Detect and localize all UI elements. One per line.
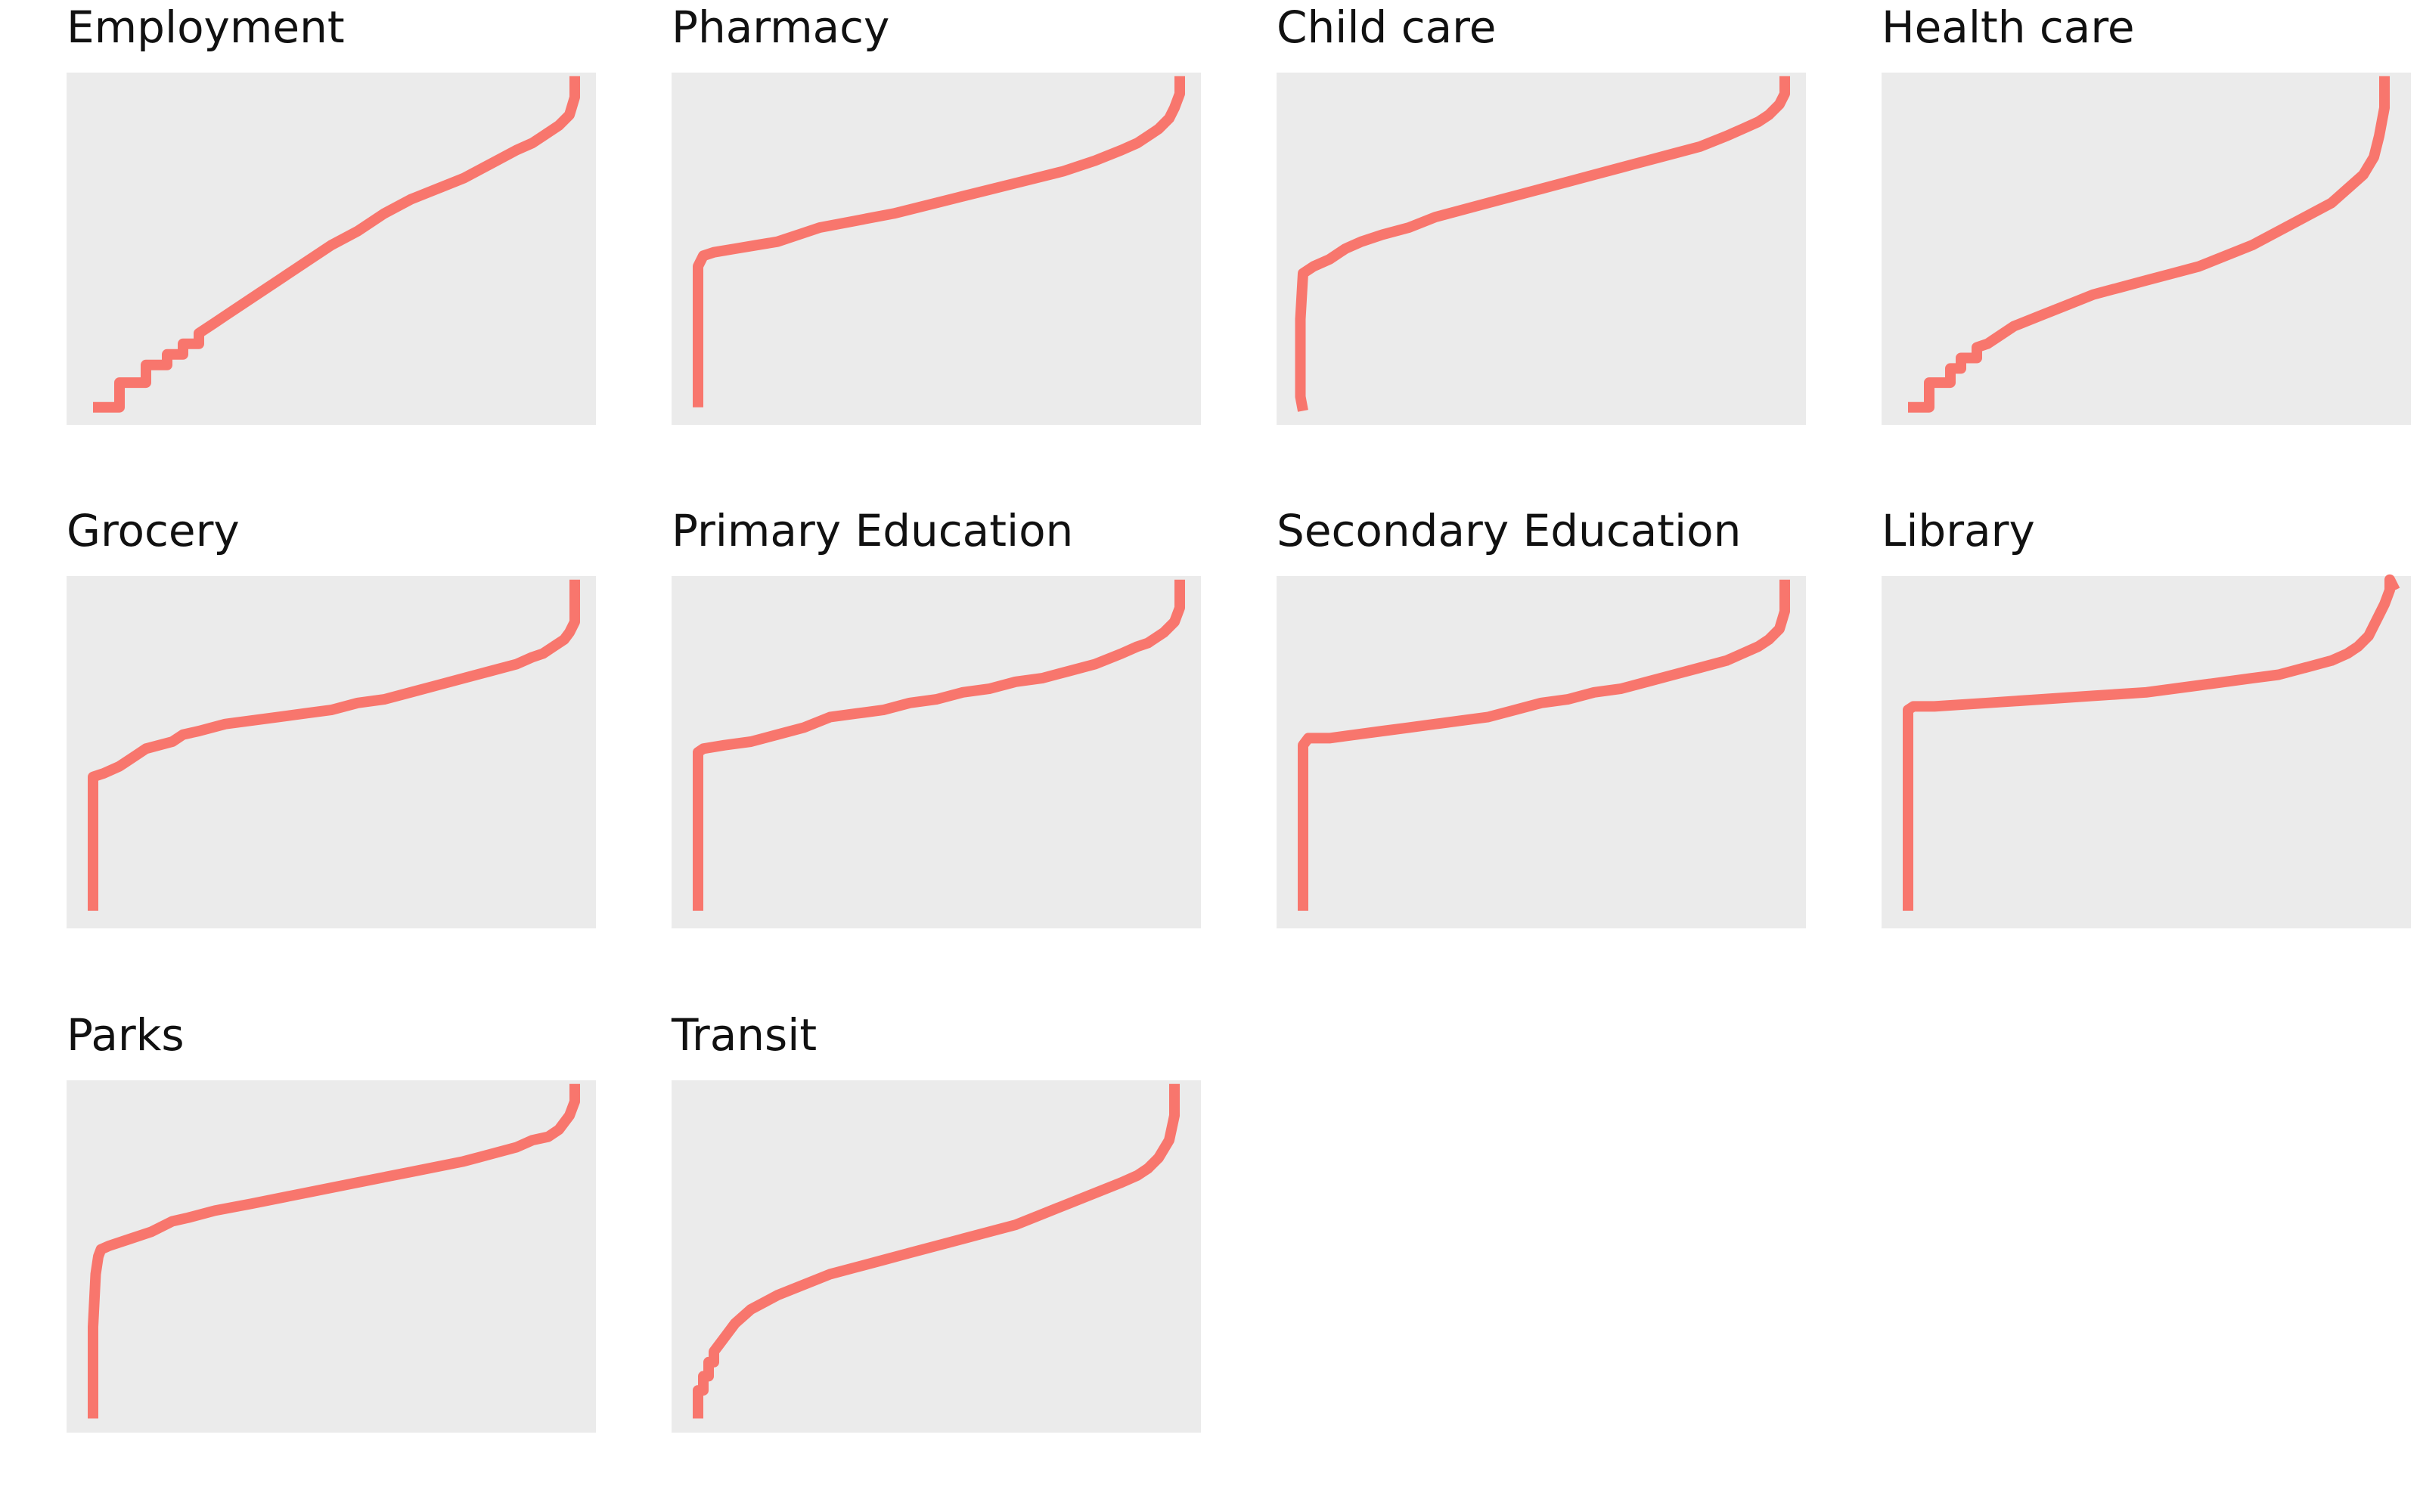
chart-panel: Grocery bbox=[67, 503, 596, 928]
plot-area bbox=[672, 576, 1201, 928]
panel-title: Parks bbox=[67, 1009, 185, 1061]
series-line bbox=[93, 76, 580, 413]
series-line bbox=[693, 1083, 1180, 1419]
series-line bbox=[1295, 76, 1790, 412]
plot-area bbox=[1277, 576, 1806, 928]
panel-title: Grocery bbox=[67, 505, 240, 556]
series-line bbox=[88, 579, 580, 911]
series-line bbox=[693, 76, 1185, 407]
chart-panel: Child care bbox=[1277, 0, 1806, 425]
series-line bbox=[88, 1083, 580, 1419]
chart-panel: Library bbox=[1882, 503, 2411, 928]
plot-area bbox=[1882, 73, 2411, 425]
series-line bbox=[1298, 579, 1790, 911]
panel-title: Child care bbox=[1277, 2, 1497, 53]
plot-area bbox=[672, 73, 1201, 425]
plot-background bbox=[1882, 73, 2411, 425]
chart-panel: Health care bbox=[1882, 0, 2411, 425]
series-line bbox=[693, 579, 1185, 911]
panel-title: Secondary Education bbox=[1277, 505, 1742, 556]
panel-title: Transit bbox=[672, 1009, 818, 1061]
plot-area bbox=[1882, 574, 2411, 928]
chart-panel: Transit bbox=[672, 1008, 1201, 1433]
panel-title: Health care bbox=[1882, 2, 2135, 53]
chart-panel: Employment bbox=[67, 0, 596, 425]
panel-title: Library bbox=[1882, 505, 2035, 556]
series-line bbox=[1903, 574, 2400, 911]
plot-background bbox=[67, 1080, 596, 1433]
plot-background bbox=[672, 576, 1201, 928]
panel-title: Employment bbox=[67, 2, 345, 53]
panel-title: Primary Education bbox=[672, 505, 1074, 556]
series-line bbox=[1908, 76, 2390, 413]
plot-background bbox=[672, 1080, 1201, 1433]
panel-title: Pharmacy bbox=[672, 2, 890, 53]
plot-area bbox=[67, 576, 596, 928]
plot-background bbox=[1277, 576, 1806, 928]
chart-panel: Parks bbox=[67, 1008, 596, 1433]
plot-background bbox=[1277, 73, 1806, 425]
chart-panel: Primary Education bbox=[672, 503, 1201, 928]
plot-area bbox=[67, 73, 596, 425]
plot-area bbox=[672, 1080, 1201, 1433]
plot-area bbox=[67, 1080, 596, 1433]
chart-panel: Pharmacy bbox=[672, 0, 1201, 425]
plot-area bbox=[1277, 73, 1806, 425]
plot-background bbox=[1882, 576, 2411, 928]
chart-panel: Secondary Education bbox=[1277, 503, 1806, 928]
plot-background bbox=[67, 576, 596, 928]
